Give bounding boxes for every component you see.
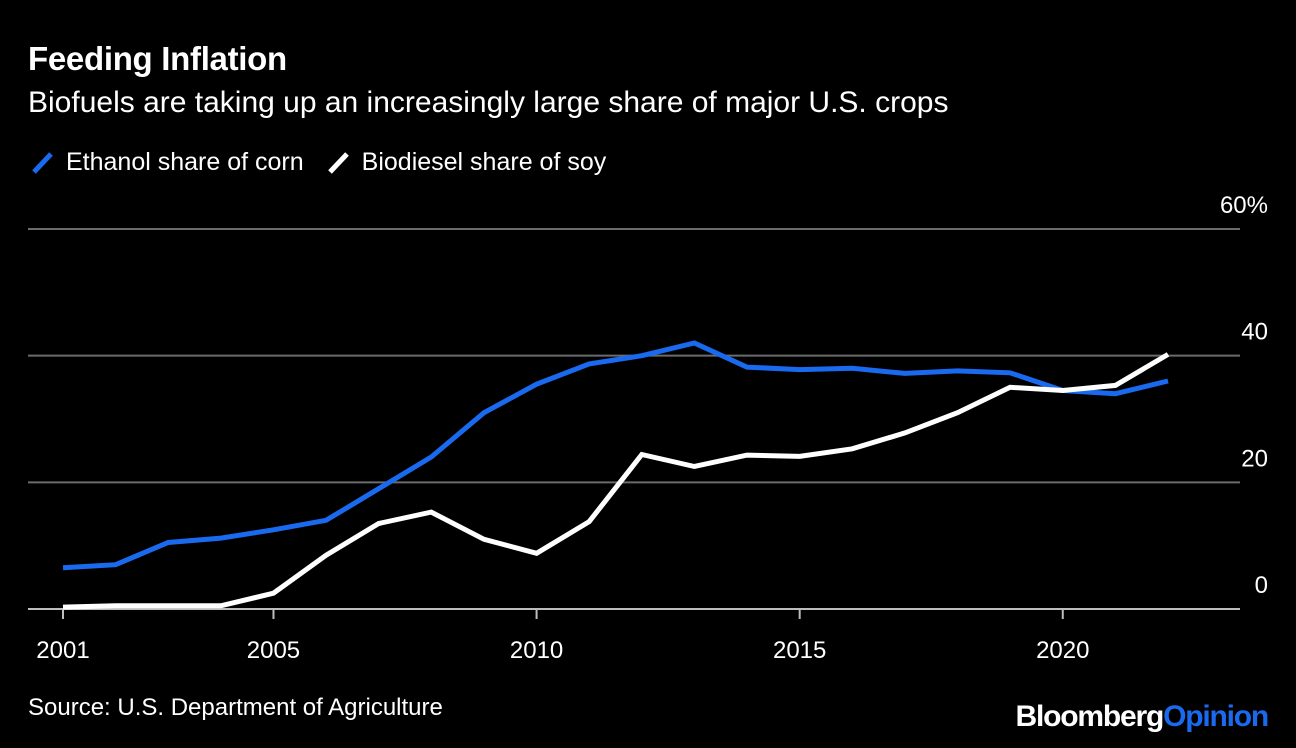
brand-accent: Opinion: [1163, 700, 1269, 733]
legend-swatch-ethanol-icon: [32, 151, 53, 174]
x-tick-label: 2005: [247, 637, 300, 664]
legend-swatch-biodiesel-icon: [327, 151, 349, 174]
series-line-biodiesel: [62, 352, 1170, 610]
x-tick-label: 2010: [510, 637, 563, 664]
x-tick-label: 2020: [1036, 637, 1089, 664]
chart-subtitle: Biofuels are taking up an increasingly l…: [28, 86, 949, 119]
y-tick-label: 40: [1241, 319, 1268, 346]
brand-logo: BloombergOpinion: [1015, 700, 1270, 734]
y-tick-label: 60%: [1220, 192, 1268, 219]
series-line-ethanol: [62, 340, 1169, 571]
x-tick-label: 2015: [773, 637, 826, 664]
x-tick-label: 2001: [36, 637, 89, 664]
y-tick-label: 20: [1241, 445, 1268, 472]
legend-label-ethanol: Ethanol share of corn: [66, 148, 304, 176]
legend-item-biodiesel: Biodiesel share of soy: [326, 148, 607, 177]
brand-main: Bloomberg: [1015, 700, 1165, 733]
legend: Ethanol share of corn Biodiesel share of…: [30, 148, 628, 177]
chart-title: Feeding Inflation: [28, 40, 287, 77]
legend-item-ethanol: Ethanol share of corn: [30, 148, 304, 177]
legend-label-biodiesel: Biodiesel share of soy: [361, 148, 607, 176]
source-note: Source: U.S. Department of Agriculture: [28, 694, 443, 721]
y-tick-label: 0: [1255, 572, 1268, 599]
